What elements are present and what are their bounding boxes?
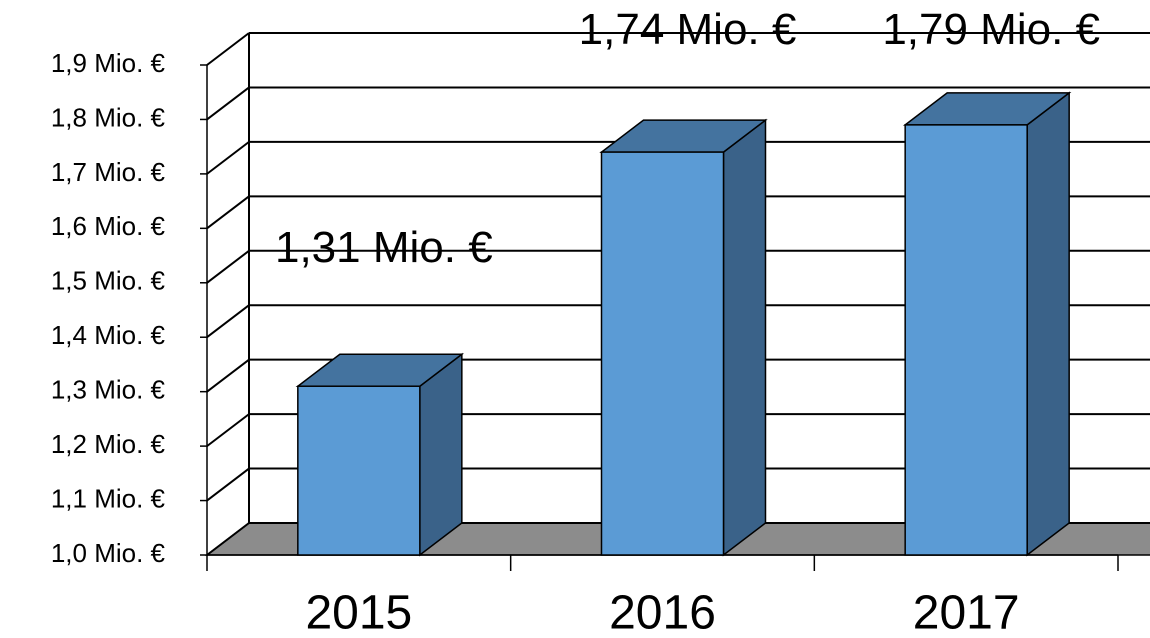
y-tick-label: 1,6 Mio. €	[51, 211, 166, 241]
y-tick-label: 1,2 Mio. €	[51, 429, 166, 459]
grid-line	[206, 32, 250, 66]
grid-line	[206, 304, 250, 339]
value-label: 1,74 Mio. €	[578, 5, 797, 54]
x-tick-label: 2017	[913, 587, 1020, 638]
y-tick-label: 1,4 Mio. €	[51, 320, 166, 350]
y-tick-label: 1,1 Mio. €	[51, 483, 166, 513]
y-tick-label: 1,7 Mio. €	[51, 157, 166, 187]
bar	[600, 151, 725, 556]
grid-line	[206, 413, 250, 447]
grid-line	[206, 86, 250, 121]
bar-side	[1026, 91, 1070, 557]
y-tick-label: 1,3 Mio. €	[51, 375, 166, 405]
bar-side	[722, 118, 767, 557]
grid-line	[206, 141, 250, 175]
grid-line	[206, 358, 250, 393]
bar	[904, 124, 1028, 556]
x-tick-label: 2015	[305, 587, 412, 638]
grid-line	[206, 522, 250, 556]
y-tick-label: 1,9 Mio. €	[51, 48, 166, 78]
y-tick-label: 1,0 Mio. €	[51, 538, 166, 568]
grid-line	[206, 195, 250, 230]
x-tick-label: 2016	[609, 587, 716, 638]
grid-line	[206, 467, 250, 502]
y-tick-label: 1,8 Mio. €	[51, 102, 166, 132]
value-label: 1,79 Mio. €	[882, 5, 1100, 54]
bar	[297, 385, 421, 556]
grid-line	[206, 249, 250, 284]
y-tick-label: 1,5 Mio. €	[51, 266, 166, 296]
value-label: 1,31 Mio. €	[274, 223, 493, 273]
bar-side	[419, 352, 463, 557]
